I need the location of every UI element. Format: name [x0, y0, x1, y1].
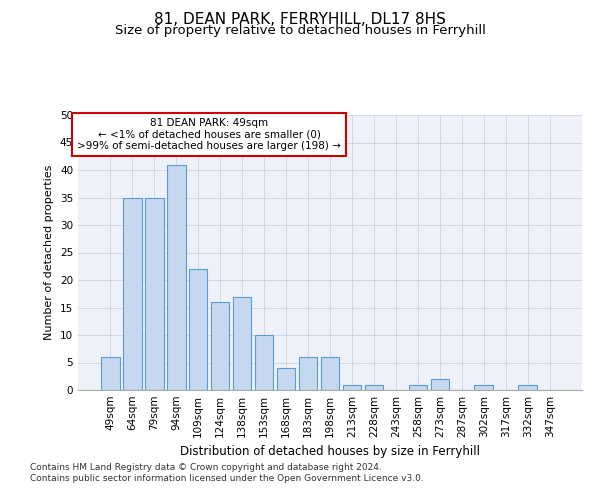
Text: 81, DEAN PARK, FERRYHILL, DL17 8HS: 81, DEAN PARK, FERRYHILL, DL17 8HS	[154, 12, 446, 28]
Bar	[123, 198, 142, 390]
Bar	[475, 384, 493, 390]
Bar	[277, 368, 295, 390]
Bar	[255, 335, 274, 390]
X-axis label: Distribution of detached houses by size in Ferryhill: Distribution of detached houses by size …	[180, 446, 480, 458]
Bar	[431, 379, 449, 390]
Bar	[145, 198, 164, 390]
Bar	[299, 357, 317, 390]
Bar	[343, 384, 361, 390]
Text: 81 DEAN PARK: 49sqm
← <1% of detached houses are smaller (0)
>99% of semi-detach: 81 DEAN PARK: 49sqm ← <1% of detached ho…	[77, 118, 341, 151]
Text: Contains HM Land Registry data © Crown copyright and database right 2024.: Contains HM Land Registry data © Crown c…	[30, 462, 382, 471]
Bar	[211, 302, 229, 390]
Bar	[233, 296, 251, 390]
Bar	[320, 357, 340, 390]
Bar	[167, 164, 185, 390]
Bar	[518, 384, 537, 390]
Y-axis label: Number of detached properties: Number of detached properties	[44, 165, 55, 340]
Bar	[365, 384, 383, 390]
Bar	[189, 269, 208, 390]
Bar	[101, 357, 119, 390]
Text: Contains public sector information licensed under the Open Government Licence v3: Contains public sector information licen…	[30, 474, 424, 483]
Bar	[409, 384, 427, 390]
Text: Size of property relative to detached houses in Ferryhill: Size of property relative to detached ho…	[115, 24, 485, 37]
